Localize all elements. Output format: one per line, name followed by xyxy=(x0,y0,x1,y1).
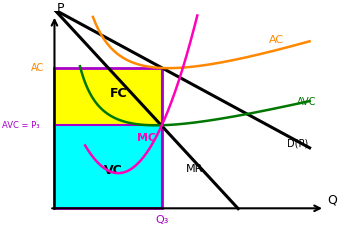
Text: VC: VC xyxy=(104,164,123,178)
Text: D(P): D(P) xyxy=(287,138,308,148)
Text: Q₃: Q₃ xyxy=(155,215,168,225)
Text: MR: MR xyxy=(186,164,203,174)
Text: FC: FC xyxy=(110,87,127,100)
Polygon shape xyxy=(55,68,162,125)
Text: MC: MC xyxy=(137,133,156,143)
Text: AC: AC xyxy=(31,63,44,73)
Text: AC: AC xyxy=(269,35,284,45)
Text: Q: Q xyxy=(327,194,337,207)
Text: AVC = P₃: AVC = P₃ xyxy=(2,121,39,130)
Text: P: P xyxy=(57,2,64,15)
Polygon shape xyxy=(55,125,162,208)
Text: AVC: AVC xyxy=(297,97,316,107)
